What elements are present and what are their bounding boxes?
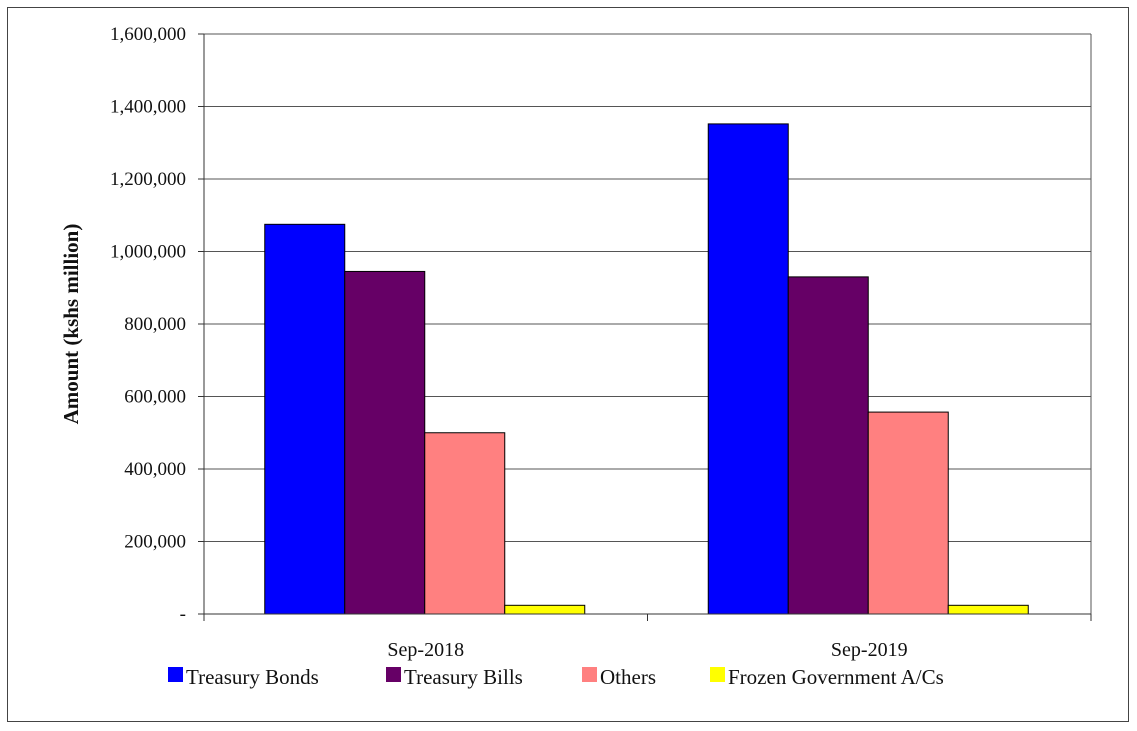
y-tick-label: 600,000 [124,387,186,408]
bar-treasury-bonds-1 [707,123,789,615]
axes [203,34,1092,621]
y-tick-label: 200,000 [124,532,186,553]
y-axis-title: Amount (kshs million) [59,224,83,425]
legend-label: Treasury Bills [404,665,523,689]
bar-frozen-government-a-cs-0 [504,604,586,615]
legend-label: Others [600,665,656,689]
y-tick-label: - [180,604,186,625]
bar-frozen-government-a-cs-1 [947,604,1029,615]
y-tick-label: 1,400,000 [110,97,186,118]
x-axis-labels: Sep-2018 Sep-2019 [387,639,907,661]
y-tick-label: 800,000 [124,314,186,335]
bar-chart: - 200,000 400,000 600,000 800,000 1,000,000 1,… [59,24,1092,689]
x-category-label: Sep-2019 [831,639,908,661]
legend-label: Frozen Government A/Cs [728,665,944,689]
y-tick-label: 1,600,000 [110,24,186,45]
bar-others-0 [424,432,506,615]
legend-swatch [582,667,597,682]
legend-swatch [710,667,725,682]
chart-frame: - 200,000 400,000 600,000 800,000 1,000,000 1,… [7,7,1129,722]
legend-label: Treasury Bonds [186,665,319,689]
legend-swatch [168,667,183,682]
bar-treasury-bills-1 [787,276,869,615]
bar-others-1 [867,411,949,615]
legend: Treasury Bonds Treasury Bills Others Frozen… [168,665,944,689]
legend-swatch [386,667,401,682]
y-tick-label: 1,200,000 [110,169,186,190]
y-axis-ticks: - 200,000 400,000 600,000 800,000 1,000,000 1,… [110,24,204,625]
bars [264,123,1029,615]
y-tick-label: 1,000,000 [110,242,186,263]
bar-treasury-bills-0 [344,270,426,615]
y-tick-label: 400,000 [124,459,186,480]
bar-treasury-bonds-0 [264,223,346,615]
x-category-label: Sep-2018 [387,639,464,661]
